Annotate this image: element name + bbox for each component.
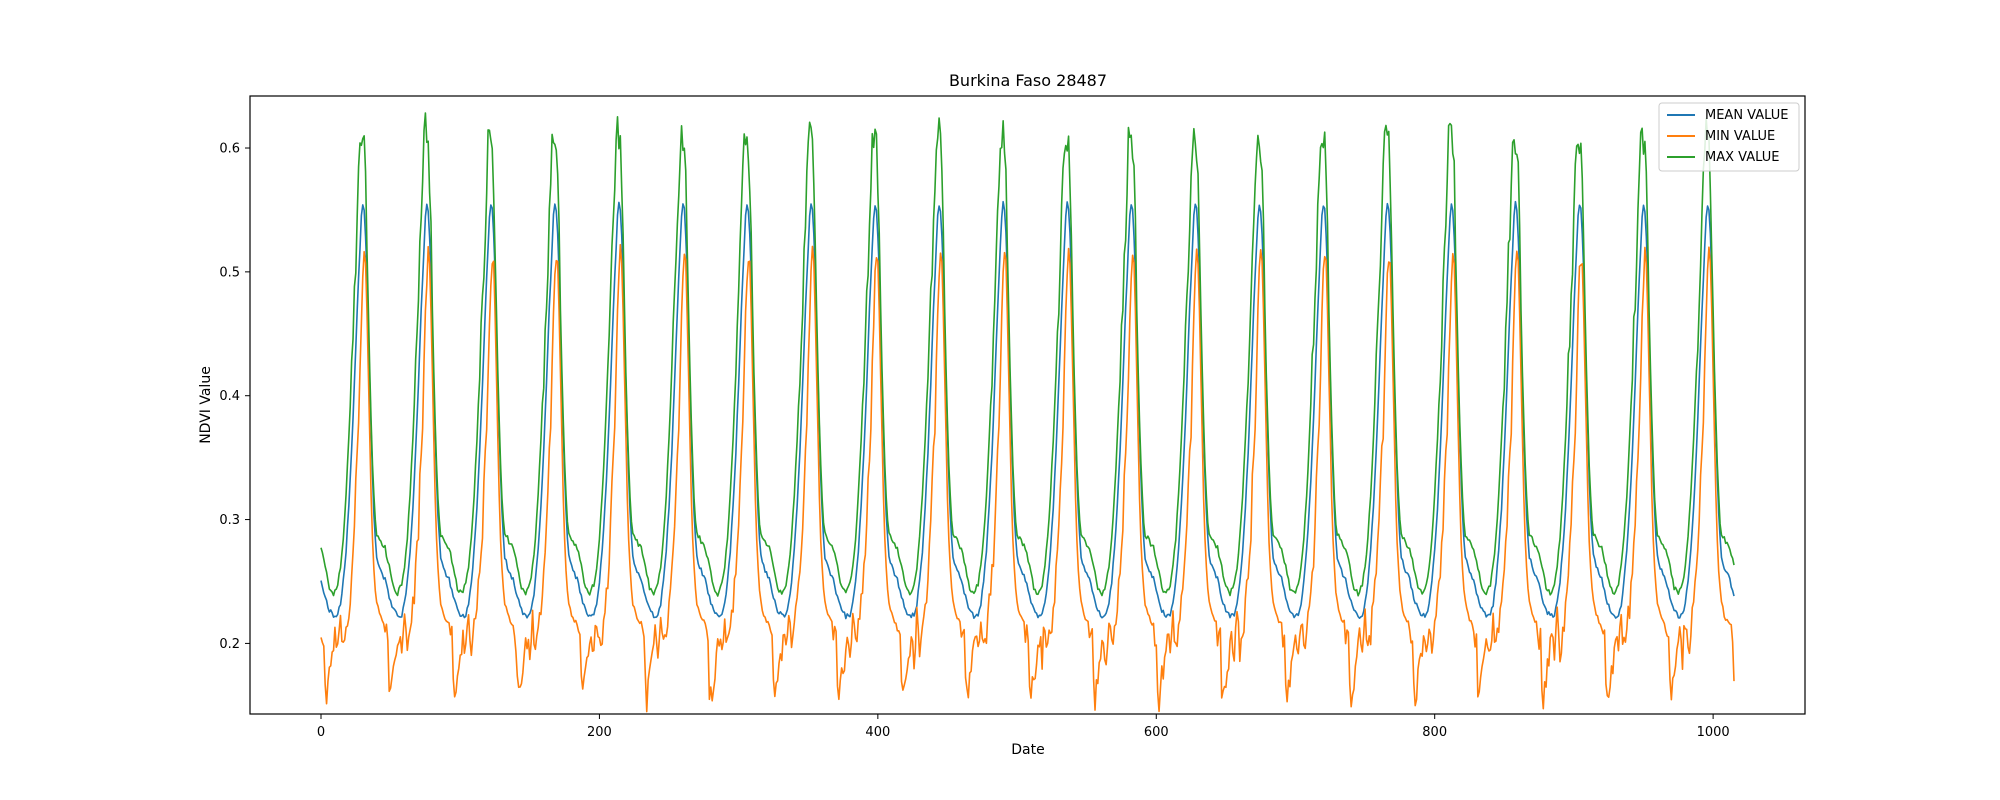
x-tick-label: 400 — [865, 725, 890, 740]
series-line-max — [320, 112, 1735, 597]
x-axis-label: Date — [1011, 742, 1044, 758]
x-axis: 0 200 400 600 800 1000 — [317, 714, 1730, 740]
legend-label-min: MIN VALUE — [1705, 129, 1775, 144]
legend-box — [1658, 102, 1800, 172]
x-tick-label: 0 — [317, 725, 325, 740]
chart-title: Burkina Faso 28487 — [949, 71, 1107, 90]
plot-area — [249, 95, 1806, 715]
x-tick-label: 600 — [1144, 725, 1169, 740]
y-axis-label: NDVI Value — [198, 366, 214, 444]
legend: MEAN VALUE MIN VALUE MAX VALUE — [1658, 102, 1800, 172]
y-tick-label: 0.6 — [219, 142, 240, 157]
y-tick-label: 0.4 — [219, 389, 240, 404]
y-tick-label: 0.2 — [219, 637, 240, 652]
y-axis: 0.2 0.3 0.4 0.5 0.6 — [219, 142, 250, 652]
series-line-min — [320, 243, 1735, 713]
series-line-mean — [320, 200, 1735, 620]
series-layer — [320, 112, 1735, 713]
x-tick-label: 1000 — [1697, 725, 1730, 740]
x-tick-label: 200 — [587, 725, 612, 740]
legend-label-max: MAX VALUE — [1705, 150, 1779, 165]
plot-frame — [249, 95, 1806, 715]
y-tick-label: 0.5 — [219, 265, 240, 280]
legend-label-mean: MEAN VALUE — [1705, 108, 1788, 123]
y-tick-label: 0.3 — [219, 513, 240, 528]
x-tick-label: 800 — [1422, 725, 1447, 740]
